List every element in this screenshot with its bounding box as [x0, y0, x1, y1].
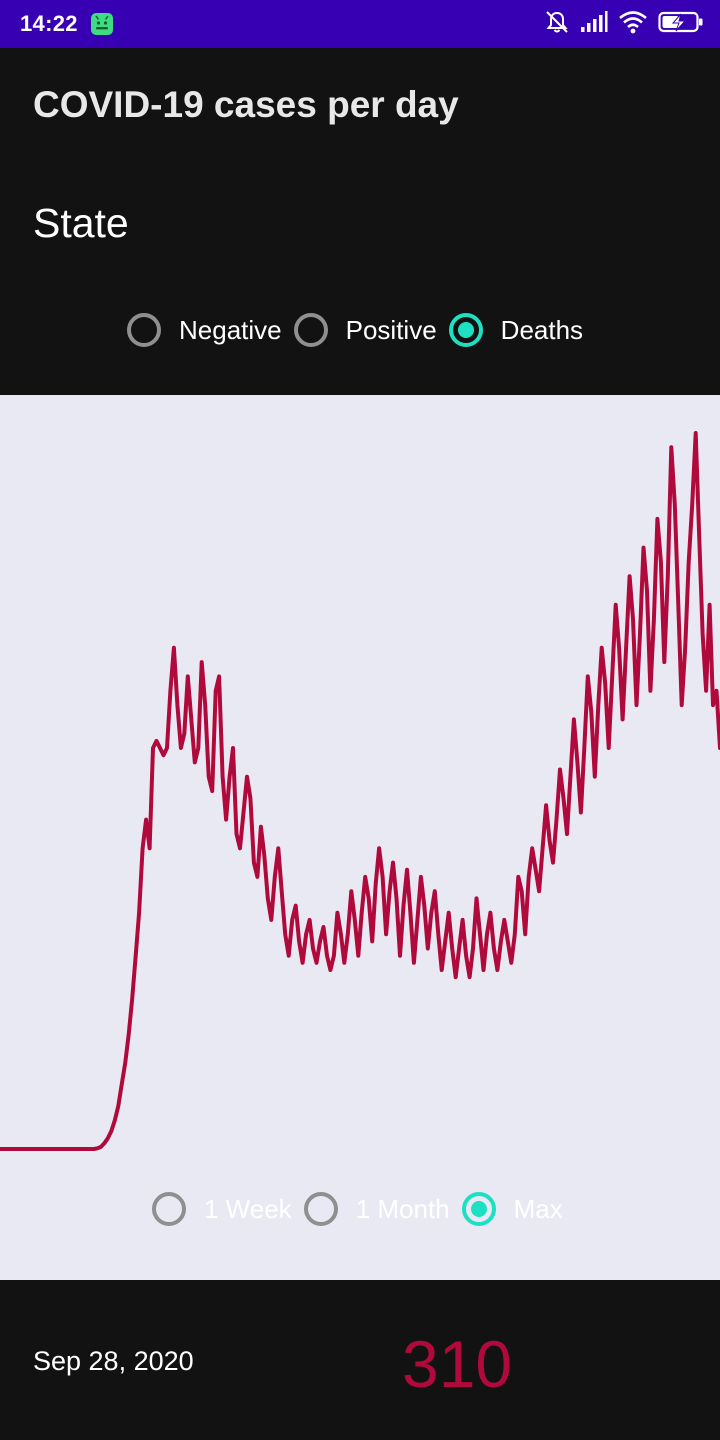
metric-radio-group: Negative Positive Deaths — [127, 313, 595, 347]
metric-option-label: Positive — [345, 314, 437, 345]
range-option-label: 1 Week — [204, 1193, 292, 1224]
page-title: COVID-19 cases per day — [33, 84, 459, 125]
android-notification-icon — [90, 12, 114, 36]
metric-option-positive[interactable]: Positive — [293, 313, 437, 347]
radio-unchecked-icon[interactable] — [127, 313, 161, 347]
radio-checked-icon[interactable] — [461, 1192, 496, 1226]
metric-option-label: Negative — [179, 314, 282, 345]
range-radio-group: 1 Week 1 Month Max — [152, 1192, 575, 1226]
radio-checked-icon[interactable] — [448, 313, 483, 347]
muted-bell-icon — [544, 9, 570, 40]
radio-unchecked-icon[interactable] — [303, 1192, 338, 1226]
selected-value: 310 — [402, 1327, 513, 1401]
line-chart[interactable] — [0, 395, 720, 1280]
radio-unchecked-icon[interactable] — [152, 1192, 186, 1226]
range-option-label: Max — [513, 1193, 563, 1224]
battery-charging-icon — [658, 10, 704, 39]
radio-unchecked-icon[interactable] — [293, 313, 328, 347]
metric-option-deaths[interactable]: Deaths — [448, 313, 584, 347]
metric-option-negative[interactable]: Negative — [127, 313, 282, 347]
selected-date: Sep 28, 2020 — [33, 1346, 194, 1376]
status-time: 14:22 — [20, 11, 78, 36]
signal-icon — [580, 10, 608, 39]
deaths-series-line — [0, 431, 720, 1151]
range-option-max[interactable]: Max — [461, 1192, 563, 1226]
range-option-1-month[interactable]: 1 Month — [303, 1192, 450, 1226]
range-option-label: 1 Month — [355, 1193, 450, 1224]
range-option-1-week[interactable]: 1 Week — [152, 1192, 292, 1226]
chart-area[interactable]: 1 Week 1 Month Max — [0, 395, 720, 1280]
status-bar: 14:22 — [0, 0, 720, 48]
metric-option-label: Deaths — [500, 314, 584, 345]
wifi-icon — [618, 10, 648, 39]
region-label: State — [33, 200, 129, 246]
